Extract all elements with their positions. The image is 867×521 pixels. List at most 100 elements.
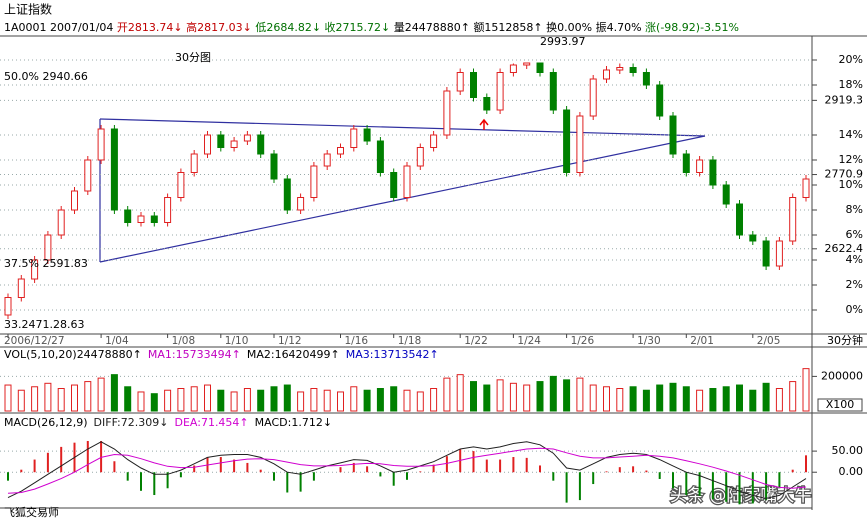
candle-body (97, 128, 105, 161)
volume-bar (509, 382, 517, 412)
annotation: 2993.97 (540, 35, 586, 48)
volume-bar (204, 384, 211, 412)
volume-bar (31, 386, 39, 412)
candle-body (563, 109, 571, 173)
annotation: 33.2471.28.63 (4, 318, 84, 331)
y-tick-label: 200000 (821, 369, 863, 382)
y-tick-label: 0% (846, 303, 863, 316)
x-tick-label: 1/04 (105, 335, 129, 347)
annotation: 37.5% 2591.83 (4, 257, 88, 270)
y-tick-label: 50.00 (832, 444, 864, 457)
volume-bar (603, 386, 610, 412)
y-tick-label: 14% (839, 128, 863, 141)
volume-bar (749, 389, 757, 412)
candle-body (190, 153, 198, 173)
x-tick-label: 1/16 (345, 335, 369, 347)
candle-body (270, 153, 278, 180)
candle-body (775, 240, 783, 267)
volume-bar (217, 389, 225, 412)
candle-body (257, 134, 265, 155)
volume-bar (323, 389, 331, 412)
candle-body (616, 67, 624, 71)
volume-bar (150, 393, 158, 412)
y-tick-label: 2622.4 (825, 242, 864, 255)
volume-bar (802, 368, 810, 412)
volume-bar (243, 388, 251, 412)
legend-item: 涨(-98.92)-3.51% (645, 21, 739, 34)
legend-item: MA3:13713542↑ (346, 348, 439, 361)
legend-item: DEA:71.454↑ (174, 416, 248, 429)
candle-body (749, 234, 757, 242)
x-tick-label: 2006/12/27 (4, 335, 65, 347)
legend-item: DIFF:72.309↓ (94, 416, 169, 429)
legend-item: 额1512858↑ (473, 21, 546, 34)
volume-bar (283, 384, 291, 412)
volume-bar (642, 389, 650, 412)
volume-bar (536, 381, 544, 412)
candle-body (150, 215, 158, 223)
legend-item: 收2715.72↓ (325, 20, 394, 34)
candle-body (57, 209, 65, 236)
volume-bar (403, 389, 411, 412)
trend-line (99, 118, 706, 137)
legend-item: MA1:15733494↑ (148, 348, 241, 361)
candle-body (682, 153, 690, 173)
volume-bar (310, 388, 318, 412)
x-tick-label: 2/01 (690, 335, 714, 347)
volume-bar (483, 384, 491, 412)
volume-bar (230, 391, 238, 412)
legend-item: 低2684.82↓ (255, 21, 324, 34)
annotation: 50.0% 2940.66 (4, 70, 88, 83)
candle-body (350, 128, 358, 148)
candle-body (536, 62, 544, 73)
candle-body (709, 159, 717, 186)
candle-body (337, 147, 344, 155)
volume-bar (44, 382, 52, 412)
candle-body (576, 115, 584, 173)
candle-body (204, 134, 211, 155)
y-tick-label: 12% (839, 153, 863, 166)
candle-body (177, 172, 185, 198)
volume-bar (762, 382, 770, 412)
legend-item: 高2817.03↓ (186, 20, 255, 34)
volume-bar (696, 389, 704, 412)
x-tick-label: 1/12 (278, 335, 302, 347)
volume-bar (363, 389, 371, 412)
volume-bar (390, 386, 398, 412)
volume-bar (124, 386, 132, 412)
candle-body (722, 184, 730, 205)
software-name: 飞狐交易师 (4, 505, 59, 519)
volume-bar (17, 389, 25, 412)
volume-bar (549, 375, 557, 412)
candle-body (137, 215, 145, 223)
volume-bar (350, 386, 358, 412)
candle-body (523, 62, 531, 66)
candle-body (376, 140, 384, 173)
volume-bar (775, 388, 783, 412)
volume-bar (430, 388, 438, 412)
y-tick-label: 6% (846, 228, 863, 241)
macd-line (7, 447, 807, 494)
candle-body (669, 115, 677, 155)
unit-box (817, 398, 863, 412)
candle-body (416, 147, 424, 167)
legend-item: 振4.70% (596, 20, 645, 34)
panel-title: MACD(26,12,9) DIFF:72.309↓ DEA:71.454↑ MACD… (4, 416, 332, 429)
legend-item: 换0.00% (546, 20, 595, 34)
watermark: 头条 @陆家嘴大牛 (670, 486, 811, 506)
candle-body (603, 69, 610, 80)
candle-body (736, 203, 743, 236)
arrow (479, 118, 489, 130)
candle-body (17, 278, 25, 298)
volume-bar (709, 388, 717, 412)
candle-body (243, 134, 251, 142)
quote-line: 1A0001 2007/01/04 开2813.74↓ 高2817.03↓ 低2… (4, 20, 739, 34)
volume-bar (563, 379, 571, 412)
candle-body (283, 178, 291, 211)
legend-item: 24478880↑ (77, 348, 142, 361)
candle-body (110, 128, 118, 211)
candle-body (629, 67, 637, 73)
volume-bar (257, 389, 265, 412)
candle-body (549, 72, 557, 111)
